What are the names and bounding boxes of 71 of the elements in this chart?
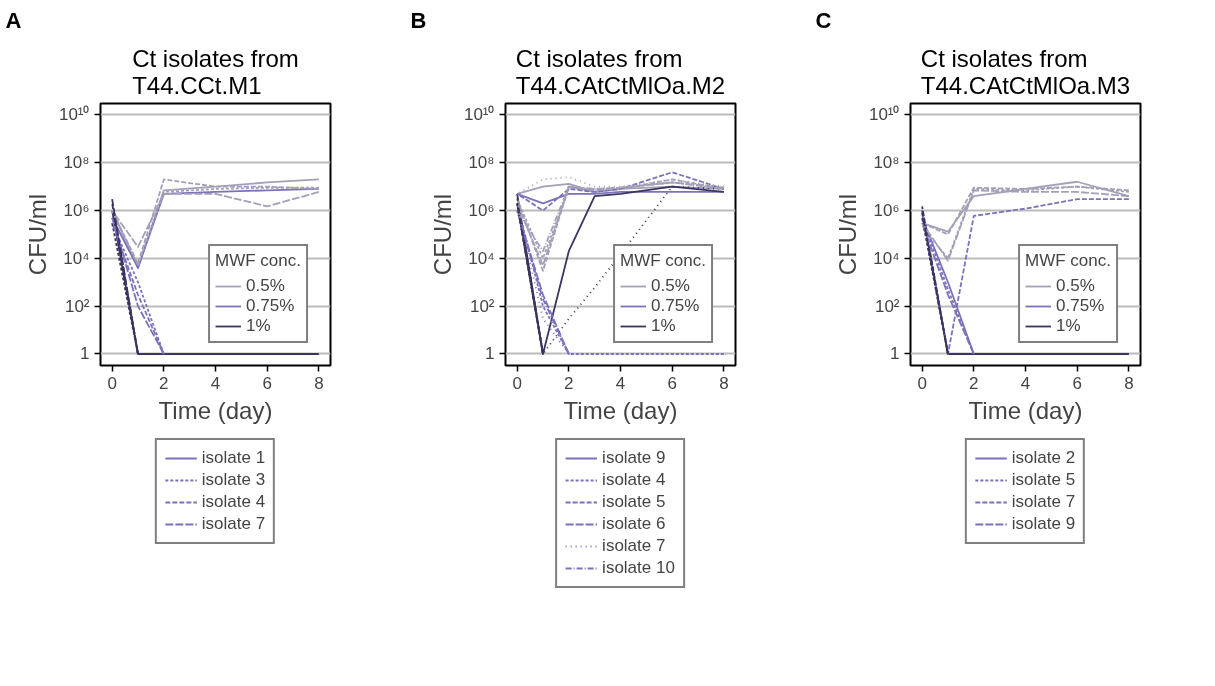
y-axis-title: CFU/ml: [23, 193, 51, 276]
legend-title: MWF conc.: [1025, 251, 1111, 271]
legend-label: 0.5%: [1056, 276, 1095, 296]
legend-title: MWF conc.: [215, 251, 301, 271]
y-axis-title: CFU/ml: [428, 193, 456, 276]
text: isolate 5: [602, 492, 666, 512]
chart-title: Ct isolates from T44.CAtCtMlOa.M3: [920, 44, 1131, 99]
y-tick-label: 10⁴: [468, 248, 495, 268]
x-tick-label: 0: [512, 373, 522, 393]
chart-title: Ct isolates from T44.CCt.M1: [132, 44, 299, 99]
text: isolate 10: [602, 558, 675, 578]
y-tick-label: 10¹⁰: [58, 105, 90, 125]
text: B: [410, 7, 427, 33]
text: isolate 4: [201, 492, 266, 512]
text: isolate 9: [1011, 514, 1076, 534]
legend-label: 1%: [246, 316, 271, 336]
legend-label: 0.75%: [651, 296, 700, 316]
legend-title: MWF conc.: [620, 251, 706, 271]
x-tick-label: 4: [1020, 373, 1031, 393]
y-tick-label: 1: [80, 344, 90, 364]
text: isolate 4: [602, 470, 666, 490]
y-tick-label: 10⁶: [873, 201, 900, 221]
text: C: [815, 7, 832, 33]
legend-label: 0.75%: [246, 296, 295, 316]
y-tick-label: 10⁸: [468, 153, 495, 173]
legend-label: 0.5%: [246, 276, 285, 296]
text: isolate 5: [1011, 470, 1076, 490]
y-axis-title: CFU/ml: [833, 193, 861, 276]
x-tick-label: 4: [210, 373, 221, 393]
x-tick-label: 8: [719, 373, 729, 393]
x-tick-label: 4: [615, 373, 626, 393]
y-tick-label: 10⁶: [63, 201, 90, 221]
x-axis-title: Time (day): [158, 396, 273, 424]
x-tick-label: 6: [262, 373, 272, 393]
y-tick-label: 10⁴: [63, 248, 90, 268]
text: A: [5, 7, 22, 33]
y-tick-label: 10⁸: [63, 153, 90, 173]
x-tick-label: 2: [969, 373, 979, 393]
x-tick-label: 6: [667, 373, 677, 393]
x-tick-label: 0: [917, 373, 927, 393]
y-tick-label: 10²: [469, 296, 495, 316]
x-axis-title: Time (day): [968, 396, 1083, 424]
text: isolate 3: [201, 470, 266, 490]
y-tick-label: 10²: [64, 296, 90, 316]
legend-label: 1%: [1056, 316, 1081, 336]
text: isolate 9: [602, 448, 666, 468]
text: isolate 6: [602, 514, 666, 534]
y-tick-label: 10⁴: [873, 248, 900, 268]
y-tick-label: 10¹⁰: [463, 105, 495, 125]
legend-label: 1%: [651, 316, 676, 336]
x-tick-label: 8: [314, 373, 324, 393]
text: isolate 7: [1011, 492, 1076, 512]
chart-title: Ct isolates from T44.CAtCtMlOa.M2: [515, 44, 726, 99]
x-tick-label: 2: [159, 373, 169, 393]
x-tick-label: 6: [1072, 373, 1082, 393]
y-tick-label: 1: [890, 344, 900, 364]
legend-label: 0.5%: [651, 276, 690, 296]
text: isolate 1: [201, 448, 266, 468]
y-tick-label: 1: [485, 344, 495, 364]
text: isolate 7: [602, 536, 666, 556]
y-tick-label: 10¹⁰: [868, 105, 900, 125]
text: isolate 7: [201, 514, 266, 534]
y-tick-label: 10⁸: [873, 153, 900, 173]
legend-label: 0.75%: [1056, 296, 1105, 316]
text: isolate 2: [1011, 448, 1076, 468]
x-tick-label: 8: [1124, 373, 1134, 393]
y-tick-label: 10²: [874, 296, 900, 316]
x-axis-title: Time (day): [563, 396, 678, 424]
x-tick-label: 2: [564, 373, 574, 393]
y-tick-label: 10⁶: [468, 201, 495, 221]
x-tick-label: 0: [107, 373, 117, 393]
